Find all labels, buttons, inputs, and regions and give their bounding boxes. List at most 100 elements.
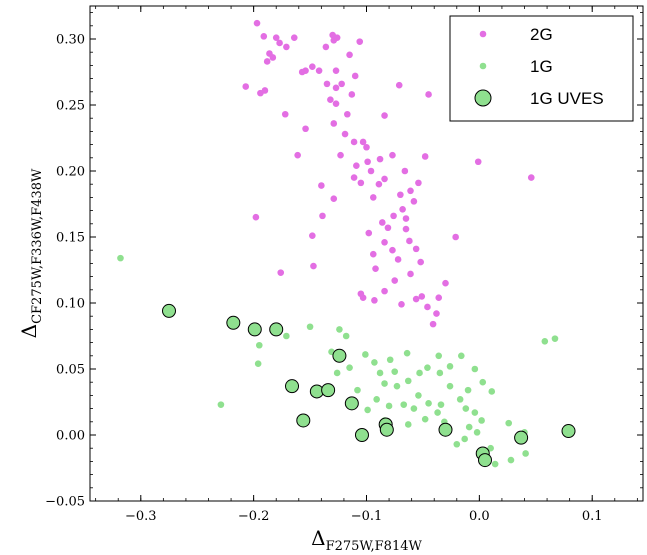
point-1g [458,352,465,360]
point-2g [330,195,338,203]
point-2g [315,67,323,74]
point-1g [507,456,515,464]
point-1g [400,401,408,408]
point-1g-uves [344,396,359,411]
point-2g [323,80,331,88]
point-2g [348,91,356,98]
point-1g-uves [321,383,336,398]
point-1g [342,332,350,340]
point-2g [332,67,340,74]
point-2g [309,63,316,71]
point-2g [406,237,413,245]
point-2g [395,81,403,89]
point-2g [257,89,264,97]
point-2g [351,72,359,80]
point-1g-uves [354,428,369,442]
point-1g [461,435,468,443]
y-tick-label: 0.00 [56,429,85,444]
point-1g [479,378,487,386]
legend-label-2g: 2G [530,25,553,44]
point-1g-uves [438,422,453,437]
point-2g [252,213,260,221]
y-tick-label: 0.15 [56,231,85,246]
point-1g [385,402,393,410]
point-2g [242,83,250,90]
point-1g [491,460,499,468]
point-1g [437,401,445,408]
point-1g [415,392,422,399]
point-2g [332,84,340,92]
point-2g [372,265,379,272]
point-2g [435,294,443,302]
point-2g [412,245,420,253]
point-1g-uves [332,348,347,363]
point-1g [505,419,512,427]
point-2g [402,215,410,222]
point-2g [381,112,388,119]
point-2g [357,179,365,187]
point-1g [391,368,399,375]
point-2g [332,100,340,107]
point-1g [373,396,380,403]
point-2g [415,179,422,187]
legend-marker-1g-uves [474,89,492,107]
point-1g [471,409,479,416]
point-2g [356,38,364,45]
point-1g-uves [226,315,241,330]
point-2g [425,91,432,98]
point-2g [276,39,283,47]
point-1g [421,415,429,423]
point-2g [417,258,424,266]
point-1g [551,335,559,342]
point-2g [363,143,370,151]
point-2g [452,233,459,241]
point-2g [376,155,384,163]
point-2g [330,37,338,44]
point-1g [522,450,529,457]
point-1g [371,359,378,366]
x-tick-label: −0.1 [351,509,383,524]
point-1g [473,429,481,436]
point-2g [384,224,392,232]
point-1g [446,363,454,370]
point-2g [398,301,405,308]
point-1g [403,349,411,357]
point-1g [404,421,412,428]
point-2g [269,54,277,61]
point-1g [362,351,369,358]
point-1g [393,382,401,390]
legend-label-1g-uves: 1G UVES [530,89,604,108]
point-2g [318,182,325,189]
point-1g [478,417,485,424]
point-2g [381,175,388,183]
point-2g [309,232,316,239]
point-2g [391,277,399,284]
point-2g [294,151,301,159]
point-2g [375,180,383,188]
y-tick-label: 0.20 [56,165,85,180]
point-1g [453,440,461,448]
point-2g [337,151,344,159]
point-2g [260,33,268,40]
point-1g [425,400,432,407]
point-1g-uves [296,413,311,428]
point-2g [341,130,349,138]
point-1g [435,352,443,360]
point-2g [402,225,410,233]
point-2g [350,138,358,146]
x-tick-label: −0.2 [238,509,270,524]
point-2g [442,279,449,287]
point-2g [397,191,404,199]
point-1g [487,444,494,452]
point-2g [369,250,377,258]
point-1g [436,369,444,377]
point-2g [357,290,365,298]
plot-area [117,19,576,468]
legend-label-1g: 1G [530,57,553,76]
point-1g-uves [561,424,576,439]
point-1g [283,332,290,340]
point-2g [389,246,396,254]
point-2g [429,320,437,328]
point-1g [410,405,418,412]
